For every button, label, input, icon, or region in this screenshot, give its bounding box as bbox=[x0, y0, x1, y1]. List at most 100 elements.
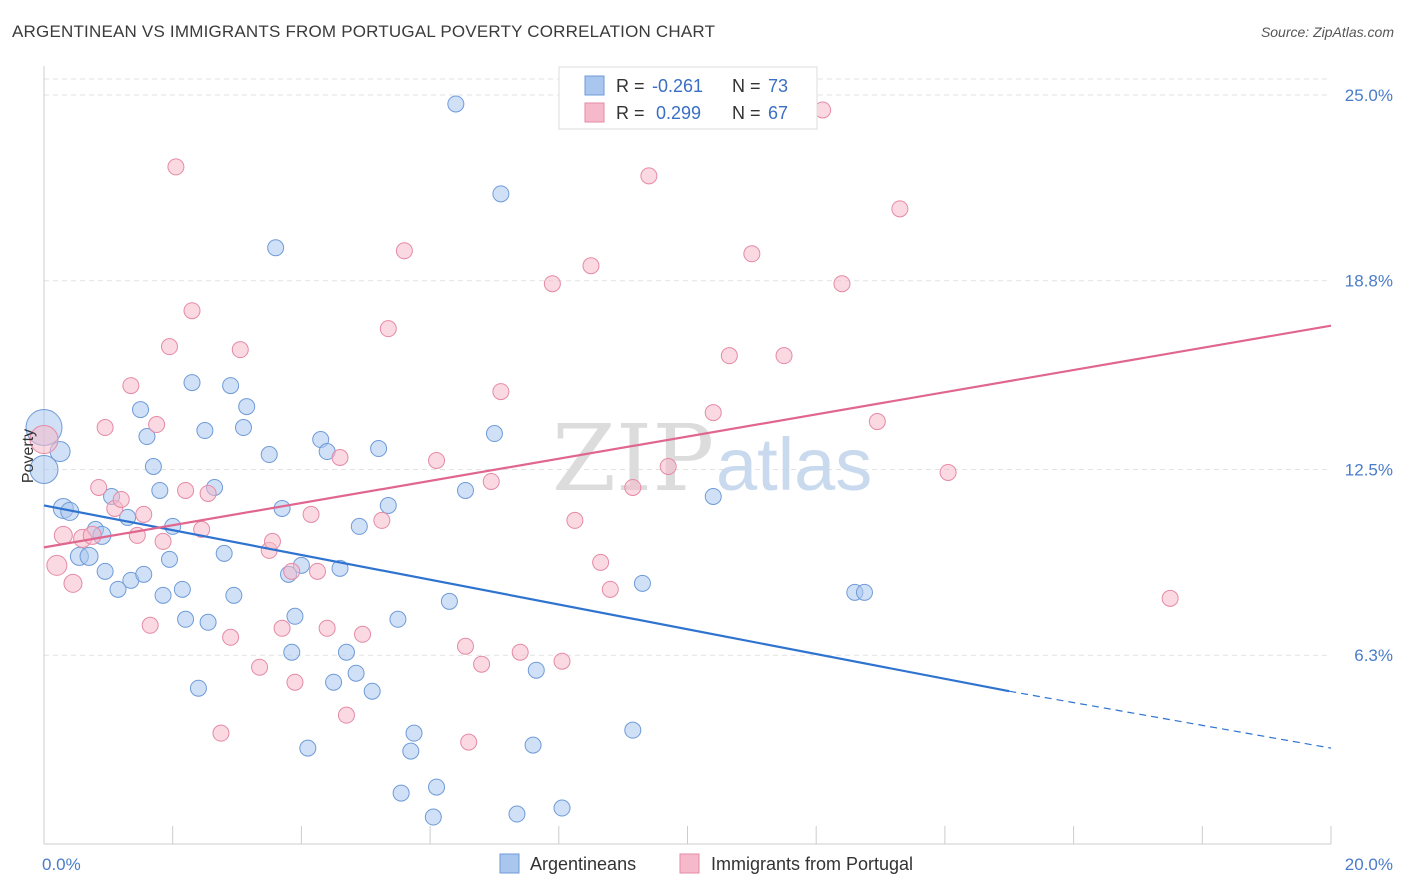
point-argentineans-64 bbox=[524, 736, 542, 754]
point-portugal-15 bbox=[154, 532, 172, 550]
point-argentineans-25 bbox=[189, 679, 207, 697]
point-argentineans-15 bbox=[135, 565, 153, 583]
point-portugal-33 bbox=[318, 619, 336, 637]
point-portugal-50 bbox=[582, 257, 600, 275]
point-portugal-2 bbox=[53, 525, 73, 545]
point-portugal-24 bbox=[231, 341, 249, 359]
point-portugal-13 bbox=[141, 616, 159, 634]
point-argentineans-56 bbox=[424, 808, 442, 826]
point-argentineans-16 bbox=[138, 428, 156, 446]
point-argentineans-61 bbox=[485, 425, 503, 443]
point-argentineans-20 bbox=[160, 550, 178, 568]
point-portugal-62 bbox=[891, 200, 909, 218]
point-argentineans-29 bbox=[215, 544, 233, 562]
point-argentineans-19 bbox=[154, 586, 172, 604]
point-portugal-30 bbox=[286, 673, 304, 691]
point-portugal-10 bbox=[122, 377, 140, 395]
point-portugal-53 bbox=[624, 478, 642, 496]
point-portugal-35 bbox=[337, 706, 355, 724]
point-portugal-38 bbox=[379, 320, 397, 338]
point-portugal-54 bbox=[640, 167, 658, 185]
point-portugal-6 bbox=[90, 478, 108, 496]
x-tick-label-1: 20.0% bbox=[1345, 855, 1393, 874]
y-tick-label-1: 12.5% bbox=[1345, 460, 1393, 479]
point-argentineans-47 bbox=[347, 664, 365, 682]
point-argentineans-44 bbox=[325, 673, 343, 691]
point-portugal-20 bbox=[193, 520, 211, 538]
point-portugal-44 bbox=[482, 472, 500, 490]
point-portugal-21 bbox=[199, 484, 217, 502]
point-portugal-49 bbox=[566, 511, 584, 529]
point-argentineans-11 bbox=[109, 580, 127, 598]
trend-line-dashed-argentineans bbox=[1009, 690, 1332, 749]
point-portugal-7 bbox=[96, 419, 114, 437]
point-portugal-40 bbox=[428, 452, 446, 470]
y-tick-label-3: 25.0% bbox=[1345, 86, 1393, 105]
legend-r-value-argentineans: -0.261 bbox=[652, 76, 703, 96]
point-argentineans-23 bbox=[177, 610, 195, 628]
point-portugal-28 bbox=[273, 619, 291, 637]
point-portugal-48 bbox=[553, 652, 571, 670]
point-argentineans-62 bbox=[492, 185, 510, 203]
legend-n-label-argentineans: N = bbox=[732, 76, 761, 96]
points-layer bbox=[25, 95, 1179, 826]
point-portugal-9 bbox=[112, 490, 130, 508]
point-argentineans-49 bbox=[370, 440, 388, 458]
tick-labels: 6.3% 12.5% 18.8% 25.0% 0.0% 20.0% bbox=[42, 86, 1393, 874]
x-tick-label-0: 0.0% bbox=[42, 855, 81, 874]
point-argentineans-9 bbox=[96, 562, 114, 580]
point-argentineans-45 bbox=[331, 559, 349, 577]
point-argentineans-63 bbox=[508, 805, 526, 823]
point-argentineans-34 bbox=[260, 446, 278, 464]
trend-layer bbox=[43, 324, 1332, 749]
point-portugal-41 bbox=[456, 637, 474, 655]
point-argentineans-48 bbox=[350, 517, 368, 535]
point-portugal-1 bbox=[46, 554, 68, 576]
source-credit: Source: ZipAtlas.com bbox=[1260, 24, 1394, 40]
point-argentineans-30 bbox=[222, 377, 240, 395]
point-portugal-63 bbox=[939, 463, 957, 481]
point-portugal-59 bbox=[775, 347, 793, 365]
point-argentineans-32 bbox=[234, 419, 252, 437]
legend-bottom-label-portugal: Immigrants from Portugal bbox=[711, 854, 913, 874]
point-argentineans-51 bbox=[379, 496, 397, 514]
point-portugal-52 bbox=[601, 580, 619, 598]
point-argentineans-14 bbox=[132, 401, 150, 419]
point-portugal-32 bbox=[308, 562, 326, 580]
legend-bottom-label-argentineans: Argentineans bbox=[530, 854, 636, 874]
point-portugal-55 bbox=[659, 457, 677, 475]
point-argentineans-26 bbox=[196, 422, 214, 440]
point-argentineans-17 bbox=[144, 457, 162, 475]
point-portugal-64 bbox=[1161, 589, 1179, 607]
grid-layer bbox=[44, 78, 1331, 656]
point-argentineans-60 bbox=[456, 481, 474, 499]
point-portugal-39 bbox=[395, 242, 413, 260]
point-portugal-23 bbox=[222, 628, 240, 646]
point-argentineans-57 bbox=[428, 778, 446, 796]
point-argentineans-59 bbox=[447, 95, 465, 113]
point-argentineans-53 bbox=[392, 784, 410, 802]
point-portugal-3 bbox=[63, 573, 83, 593]
point-portugal-25 bbox=[251, 658, 269, 676]
point-argentineans-71 bbox=[855, 583, 873, 601]
point-portugal-36 bbox=[354, 625, 372, 643]
point-argentineans-31 bbox=[225, 586, 243, 604]
point-argentineans-69 bbox=[704, 487, 722, 505]
point-argentineans-46 bbox=[337, 643, 355, 661]
legend-r-value-portugal: 0.299 bbox=[656, 103, 701, 123]
point-argentineans-68 bbox=[633, 574, 651, 592]
point-portugal-27 bbox=[263, 532, 281, 550]
point-argentineans-18 bbox=[151, 481, 169, 499]
legend-bottom: Argentineans Immigrants from Portugal bbox=[499, 853, 913, 874]
point-portugal-17 bbox=[167, 158, 185, 176]
point-portugal-60 bbox=[833, 275, 851, 293]
point-portugal-56 bbox=[704, 404, 722, 422]
point-argentineans-27 bbox=[199, 613, 217, 631]
point-portugal-12 bbox=[135, 505, 153, 523]
point-argentineans-54 bbox=[402, 742, 420, 760]
point-argentineans-22 bbox=[173, 580, 191, 598]
point-portugal-58 bbox=[743, 245, 761, 263]
point-argentineans-55 bbox=[405, 724, 423, 742]
point-portugal-61 bbox=[868, 413, 886, 431]
